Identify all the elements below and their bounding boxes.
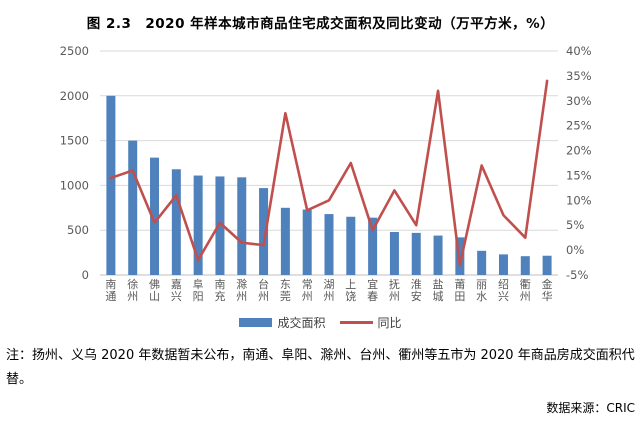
bar-淮安: [411, 232, 421, 275]
bar-徐州: [128, 140, 138, 275]
x-label-南通: 南通: [105, 278, 116, 303]
x-label-宜春: 宜春: [367, 277, 378, 303]
data-source: 数据来源：CRIC: [546, 401, 635, 415]
footnote: 注：扬州、义乌 2020 年数据暂未公布，南通、阜阳、滁州、台州、衢州等五市为 …: [6, 348, 635, 388]
bar-series-swatch: [239, 317, 273, 327]
bar-南通: [106, 95, 116, 275]
bar-盐城: [433, 235, 443, 275]
bar-佛山: [150, 157, 160, 275]
right-axis-tick: 20%: [566, 144, 592, 158]
x-label-佛山: 佛山: [149, 278, 160, 303]
x-label-金华: 金华: [542, 277, 553, 303]
x-label-丽水: 丽水: [476, 278, 487, 303]
line-series-label: 同比: [377, 315, 402, 330]
right-axis-tick: 0%: [566, 243, 584, 257]
right-axis-tick: 15%: [566, 168, 592, 182]
combo-chart: 0 500 1000 1500 2000 2500 -5% 0% 5% 10% 15% 20% 25% 3…: [60, 44, 592, 303]
bar-上饶: [346, 216, 356, 275]
left-axis-tick: 2500: [60, 44, 89, 58]
x-label-湖州: 湖州: [324, 278, 335, 303]
left-axis-tick: 500: [67, 223, 89, 237]
x-label-南充: 南充: [214, 278, 225, 303]
bar-南充: [215, 176, 225, 275]
bar-常州: [302, 209, 312, 275]
right-axis-tick: 30%: [566, 94, 592, 108]
bar-series-label: 成交面积: [277, 315, 326, 330]
bar-东莞: [280, 207, 290, 275]
right-axis-tick: 25%: [566, 119, 592, 133]
x-label-嘉兴: 嘉兴: [171, 277, 182, 303]
bar-金华: [542, 255, 552, 275]
bar-嘉兴: [171, 169, 181, 275]
left-axis-tick: 2000: [60, 89, 89, 103]
x-label-台州: 台州: [258, 277, 269, 303]
right-axis-tick: 35%: [566, 69, 592, 83]
bar-滁州: [237, 177, 247, 275]
x-label-衢州: 衢州: [520, 278, 531, 303]
x-label-阜阳: 阜阳: [193, 278, 204, 303]
bar-绍兴: [498, 254, 508, 275]
x-label-上饶: 上饶: [345, 278, 356, 303]
bar-衢州: [520, 256, 530, 275]
chart-title: 图 2.3 2020 年样本城市商品住宅成交面积及同比变动（万平方米，%）: [86, 16, 555, 32]
bar-丽水: [477, 250, 487, 275]
x-label-常州: 常州: [302, 278, 313, 303]
x-label-盐城: 盐城: [433, 278, 444, 303]
bar-抚州: [389, 231, 399, 275]
right-axis-tick: 10%: [566, 193, 592, 207]
x-label-徐州: 徐州: [127, 277, 138, 303]
left-axis-tick: 1000: [60, 178, 89, 192]
legend-item-line-series: 同比: [339, 314, 402, 331]
bar-宜春: [368, 217, 378, 275]
chart-legend: 成交面积 同比: [0, 314, 641, 330]
x-label-绍兴: 绍兴: [498, 277, 509, 303]
line-series-swatch: [339, 320, 373, 324]
yoy-line: [109, 79, 549, 267]
legend-item-bar-series: 成交面积: [239, 314, 326, 331]
left-axis-tick: 0: [82, 268, 89, 282]
x-label-滁州: 滁州: [236, 277, 247, 303]
left-axis-tick: 1500: [60, 134, 89, 148]
right-axis-tick: 5%: [566, 218, 584, 232]
right-axis-tick: 40%: [566, 44, 592, 58]
bar-湖州: [324, 214, 334, 275]
x-label-莆田: 莆田: [454, 278, 465, 303]
x-label-东莞: 东莞: [280, 278, 291, 303]
x-label-抚州: 抚州: [389, 277, 400, 303]
x-label-淮安: 淮安: [411, 278, 422, 303]
bar-台州: [259, 188, 269, 275]
right-axis-tick: -5%: [566, 268, 588, 282]
bar-阜阳: [193, 175, 203, 275]
